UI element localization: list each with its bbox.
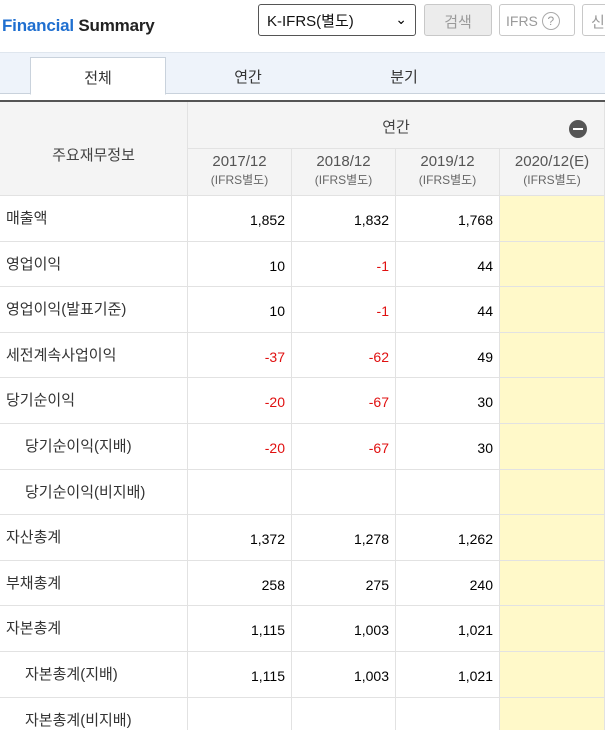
period-label: 2020/12(E) (514, 153, 590, 170)
value-cell-2017: 1,372 (188, 515, 292, 561)
value-cell-2018: -67 (292, 424, 396, 470)
row-label: 당기순이익(지배) (0, 424, 188, 470)
value-cell-2018: -1 (292, 241, 396, 288)
row-label: 자본총계 (0, 606, 188, 652)
value-cell-2020e (500, 196, 605, 242)
value-cell-2017: -20 (188, 378, 292, 424)
value-cell-2020e (500, 424, 605, 470)
period-header-2017: 2017/12 (IFRS별도) (188, 149, 292, 196)
summary-toolbar: Financial Summary K-IFRS(별도) ⌄ 검색 IFRS? … (0, 0, 605, 44)
value-cell-2020e (500, 697, 605, 730)
value-cell-2019: 240 (396, 560, 500, 607)
value-cell-2019 (396, 469, 500, 516)
value-cell-2020e (500, 378, 605, 424)
value-cell-2020e (500, 332, 605, 379)
tab-all[interactable]: 전체 (30, 57, 166, 95)
value-cell-2017: 258 (188, 560, 292, 607)
value-cell-2017: 1,115 (188, 606, 292, 652)
period-basis: (IFRS별도) (314, 173, 373, 187)
row-label: 자본총계(지배) (0, 652, 188, 698)
period-label: 2017/12 (212, 153, 267, 170)
value-cell-2019: 1,021 (396, 652, 500, 698)
period-tabs: 전체 연간 분기 (0, 52, 605, 95)
value-cell-2020e (500, 652, 605, 698)
group-header-label: 연간 (382, 119, 410, 136)
accounting-standard-value: K-IFRS(별도) (267, 13, 354, 30)
period-header-2020e: 2020/12(E) (IFRS별도) (500, 149, 605, 196)
period-header-2019: 2019/12 (IFRS별도) (396, 149, 500, 196)
collapse-icon[interactable] (569, 120, 587, 138)
value-cell-2017: 1,852 (188, 196, 292, 242)
value-cell-2019: 44 (396, 287, 500, 333)
period-label: 2019/12 (420, 153, 475, 170)
row-label: 영업이익 (0, 241, 188, 288)
value-cell-2018: 1,003 (292, 652, 396, 698)
value-cell-2019: 1,021 (396, 606, 500, 652)
value-cell-2019: 1,768 (396, 196, 500, 242)
value-cell-2020e (500, 606, 605, 652)
page-title: Financial Summary (2, 16, 155, 36)
tab-quarterly[interactable]: 분기 (390, 69, 418, 86)
chevron-down-icon: ⌄ (395, 11, 407, 27)
help-icon: ? (541, 12, 560, 30)
value-cell-2019: 1,262 (396, 515, 500, 561)
value-cell-2017 (188, 469, 292, 516)
row-label: 당기순이익(비지배) (0, 469, 188, 516)
ifrs-info-button[interactable]: IFRS? (499, 4, 575, 36)
value-cell-2020e (500, 515, 605, 561)
value-cell-2020e (500, 287, 605, 333)
value-cell-2017 (188, 697, 292, 730)
row-label: 세전계속사업이익 (0, 332, 188, 379)
financial-summary-table: 주요재무정보 연간 2017/12 (IFRS별도) 2018/12 (IFRS별도)… (0, 100, 605, 730)
value-cell-2019: 30 (396, 378, 500, 424)
value-cell-2017: -37 (188, 332, 292, 379)
value-cell-2020e (500, 560, 605, 607)
title-accent: Financial (2, 16, 74, 35)
accounting-standard-select[interactable]: K-IFRS(별도) ⌄ (258, 4, 416, 36)
value-cell-2017: 10 (188, 287, 292, 333)
row-label: 자산총계 (0, 515, 188, 561)
row-label: 부채총계 (0, 560, 188, 607)
row-label: 당기순이익 (0, 378, 188, 424)
value-cell-2018 (292, 697, 396, 730)
row-header: 주요재무정보 (0, 102, 188, 196)
value-cell-2017: 1,115 (188, 652, 292, 698)
row-label: 매출액 (0, 196, 188, 242)
value-cell-2019: 49 (396, 332, 500, 379)
period-basis: (IFRS별도) (418, 173, 477, 187)
period-basis: (IFRS별도) (210, 173, 269, 187)
row-label: 영업이익(발표기준) (0, 287, 188, 333)
value-cell-2018: 1,003 (292, 606, 396, 652)
group-header-annual: 연간 (188, 102, 605, 149)
ifrs-label: IFRS (506, 13, 538, 29)
value-cell-2018: 1,278 (292, 515, 396, 561)
value-cell-2020e (500, 241, 605, 288)
value-cell-2019 (396, 697, 500, 730)
value-cell-2018: -62 (292, 332, 396, 379)
value-cell-2018: 1,832 (292, 196, 396, 242)
value-cell-2017: -20 (188, 424, 292, 470)
value-cell-2018: 275 (292, 560, 396, 607)
period-label: 2018/12 (316, 153, 371, 170)
value-cell-2018 (292, 469, 396, 516)
value-cell-2019: 44 (396, 241, 500, 288)
value-cell-2020e (500, 469, 605, 516)
title-rest: Summary (78, 16, 155, 35)
tab-annual[interactable]: 연간 (234, 69, 262, 86)
period-basis: (IFRS별도) (523, 173, 581, 187)
value-cell-2017: 10 (188, 241, 292, 288)
cut-off-button[interactable]: 신 (582, 4, 605, 36)
value-cell-2018: -1 (292, 287, 396, 333)
value-cell-2018: -67 (292, 378, 396, 424)
period-header-2018: 2018/12 (IFRS별도) (292, 149, 396, 196)
row-label: 자본총계(비지배) (0, 697, 188, 730)
search-button[interactable]: 검색 (424, 4, 492, 36)
value-cell-2019: 30 (396, 424, 500, 470)
